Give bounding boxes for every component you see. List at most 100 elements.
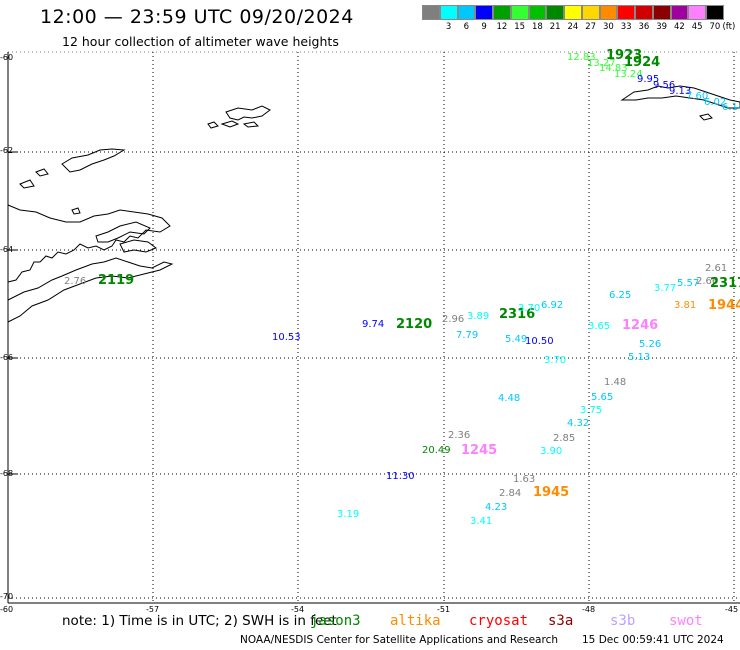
wave-height-label: 6.92 [541,300,563,311]
wave-height-label: 2.61 [705,263,727,274]
generation-timestamp: 15 Dec 00:59:41 UTC 2024 [582,634,724,646]
axis-labels: -60 -62 -64 -66 -68 -70 -60 -57 -54 -51 … [0,53,738,614]
wave-height-label: 12.83 [567,52,596,63]
pass-time-label: 1945 [533,485,569,500]
legend-label: 12 [496,22,508,32]
wave-height-label: 5.65 [591,392,613,403]
legend-label: 27 [585,22,597,32]
legend-label: 21 [549,22,561,32]
satellite-jason3: jason3 [310,613,361,629]
wave-height-label: 5.57 [677,278,699,289]
wave-height-label: 1.48 [604,377,626,388]
coastline [7,85,740,323]
legend-swatch [457,5,476,20]
wave-height-label: 2.85 [553,433,575,444]
lat-label-66: -66 [0,353,13,362]
lon-label-48: -48 [582,605,595,614]
legend-label: 30 [602,22,614,32]
legend-swatch [581,5,600,20]
legend-label: 39 [656,22,668,32]
legend-label: 3 [445,22,452,32]
wave-height-label: 3.77 [654,283,676,294]
legend-label: 70 [709,22,721,32]
map-subtitle: 12 hour collection of altimeter wave hei… [62,34,339,49]
wave-height-observations: 12.83 192313.2714.83192413.249.959.569.13… [64,48,740,527]
coastline-peninsula [7,204,171,283]
lon-label-45: -45 [725,605,738,614]
legend-swatch [688,5,706,20]
map-title: 12:00 — 23:59 UTC 09/20/2024 [40,6,354,28]
wave-height-label: 13.24 [614,69,643,80]
wave-height-label: 6.25 [609,290,631,301]
latitude-gridlines [8,151,740,599]
lat-label-70: -70 [0,592,13,601]
wave-height-label: 7.79 [456,330,478,341]
pass-time-label: 2316 [499,307,535,322]
wave-height-label: 9.74 [362,319,384,330]
lon-label-51: -51 [437,605,450,614]
legend-swatch [439,5,458,20]
legend-swatch [670,5,689,20]
pass-time-label: 1245 [461,443,497,458]
wave-height-label: 13.27 [587,58,616,69]
wave-height-label: 3.75 [580,405,602,416]
wave-height-label: 3.70 [544,355,566,366]
lon-label-57: -57 [146,605,159,614]
wave-height-label: 5.26 [639,339,661,350]
pass-time-label: 2119 [98,273,134,288]
legend-swatch [706,5,724,20]
wave-height-label: 7.60 [686,91,708,102]
wave-height-label: 9.95 [637,74,659,85]
wave-height-label: 2.36 [448,430,470,441]
satellite-s3a: s3a [548,613,574,629]
satellite-cryosat: cryosat [469,613,529,629]
legend-swatch [528,5,547,20]
wave-height-label: 2.96 [442,314,464,325]
wave-height-label: 3.19 [337,509,359,520]
lon-label-54: -54 [291,605,304,614]
pass-time-label: 1923 [606,48,642,63]
wave-height-label: 3.90 [540,446,562,457]
wave-height-label: 2.66 [696,276,718,287]
legend-swatch [617,5,635,20]
legend-label: 9 [481,22,487,32]
legend-swatch [422,5,440,20]
coastline-orkney-small [699,113,713,121]
wave-height-label: 5.13 [628,352,650,363]
coastline-peninsula-south [7,257,174,323]
legend-label: 6 [463,22,470,32]
legend-label: 36 [638,22,650,32]
satellite-s3b: s3b [610,613,636,629]
wave-height-label: 9.56 [653,80,675,91]
legend-swatch [564,5,582,20]
lat-label-64: -64 [0,245,13,254]
coastline-shetland-small-3 [242,121,260,128]
wave-height-label: 1.63 [513,474,535,485]
wave-height-label: 4.23 [485,502,507,513]
coastline-south-orkney [620,85,740,109]
legend-swatch [652,5,671,20]
wave-height-label: 2.84 [499,488,521,499]
pass-time-label: 2120 [396,317,432,332]
lat-label-68: -68 [0,469,13,478]
wave-height-label: 2.76 [64,276,86,287]
legend-swatch [510,5,529,20]
satellite-altika: altika [390,613,441,629]
wave-height-label: 10.53 [272,332,301,343]
wave-height-label: 11.30 [386,471,415,482]
legend-swatch [635,5,653,20]
legend-label: 15 [514,22,526,32]
wave-height-label: 3.41 [470,516,492,527]
wave-height-label: 3.81 [674,300,696,311]
wave-height-label: 4.48 [498,393,520,404]
wave-height-legend [422,5,724,20]
wave-height-label: 3.70 [518,303,540,314]
legend-label: 24 [567,22,579,32]
coastline-shetland-east [225,105,271,121]
legend-swatch [546,5,564,20]
wave-height-label: 9.13 [669,86,691,97]
coastline-shetland-small-1 [207,121,219,129]
coastline-dundee [119,239,158,253]
coastline-shetland-small-2 [220,120,240,128]
wave-height-label: 5.49 [505,334,527,345]
